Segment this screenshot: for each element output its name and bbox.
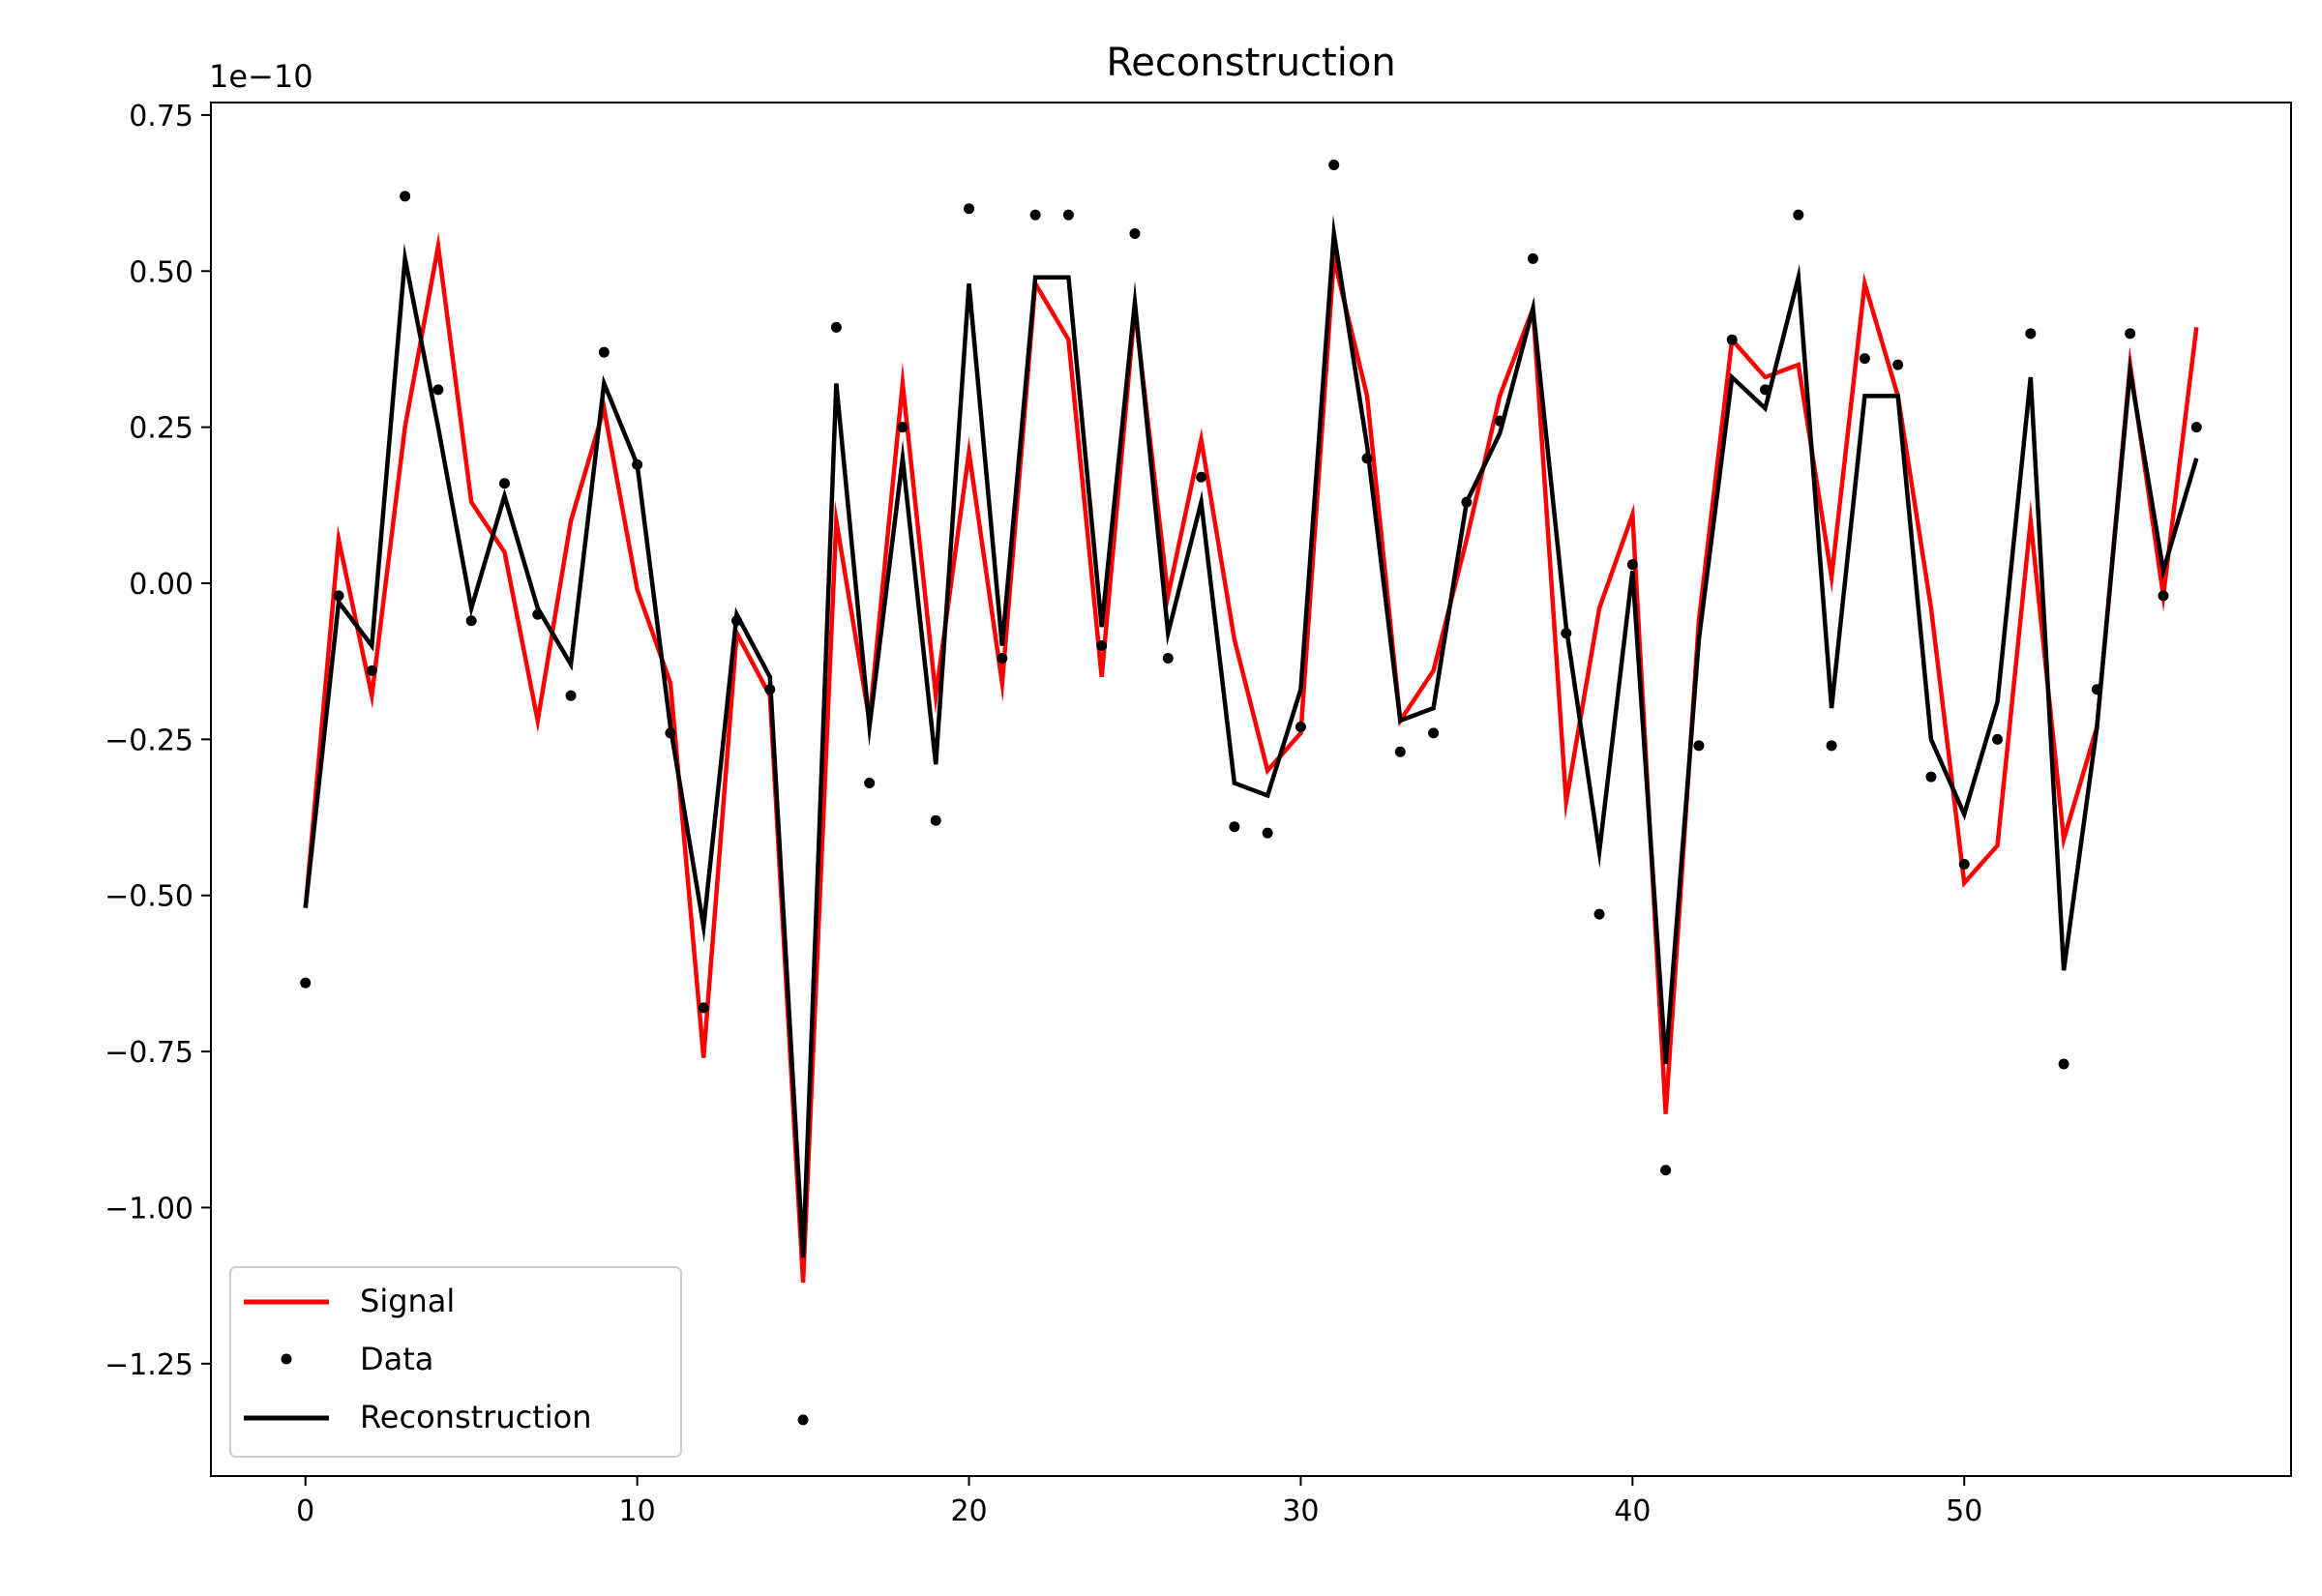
- data-point: [1759, 384, 1771, 396]
- data-point: [300, 977, 312, 989]
- data-point: [2158, 590, 2169, 602]
- data-point: [1062, 209, 1074, 221]
- y-axis: 0.75 0.50 0.25 0.00 −0.25 −0.50 −0.75 −1.00 −1.2…: [104, 100, 211, 1382]
- data-point: [366, 665, 377, 676]
- x-tick-label: 30: [1282, 1494, 1319, 1528]
- chart-title: Reconstruction: [1106, 41, 1395, 85]
- data-point: [465, 615, 477, 627]
- legend-data-label: Data: [360, 1341, 433, 1377]
- data-point: [1992, 733, 2004, 745]
- data-point: [2091, 684, 2102, 695]
- data-point: [1428, 727, 1440, 739]
- data-point: [1295, 721, 1306, 732]
- x-tick-label: 0: [296, 1494, 314, 1528]
- data-point: [1229, 821, 1240, 833]
- data-point: [1029, 209, 1041, 221]
- legend-data-swatch: [281, 1353, 292, 1365]
- data-point: [764, 684, 776, 695]
- plot-area: [300, 160, 2202, 1426]
- y-tick-label: 0.50: [129, 255, 194, 289]
- data-point: [1527, 252, 1538, 264]
- y-tick-label: −1.00: [104, 1192, 194, 1226]
- x-tick-label: 10: [619, 1494, 656, 1528]
- data-point: [532, 608, 544, 620]
- data-point: [1793, 209, 1804, 221]
- data-point: [1593, 908, 1605, 920]
- data-point: [1494, 415, 1505, 427]
- y-tick-label: 0.75: [129, 100, 194, 133]
- data-point: [565, 690, 577, 701]
- data-point: [333, 590, 344, 602]
- data-point: [1196, 471, 1207, 483]
- data-point: [1626, 559, 1638, 571]
- data-point: [598, 346, 610, 358]
- y-tick-label: −0.50: [104, 880, 194, 914]
- data-point: [2025, 328, 2037, 340]
- data-point: [1162, 652, 1174, 664]
- data-point: [830, 321, 842, 333]
- data-point: [1892, 359, 1904, 370]
- data-point: [1394, 746, 1406, 757]
- data-point: [1859, 353, 1870, 365]
- y-tick-label: −0.75: [104, 1036, 194, 1070]
- data-point: [2190, 422, 2202, 433]
- data-point: [432, 384, 444, 396]
- data-point: [1660, 1165, 1672, 1176]
- data-point: [1826, 740, 1837, 752]
- data-point: [1726, 334, 1738, 345]
- legend: Signal Data Reconstruction: [229, 1266, 682, 1458]
- y-axis-offset-label: 1e−10: [209, 58, 313, 95]
- data-point: [1096, 640, 1108, 652]
- y-tick-label: 0.25: [129, 412, 194, 446]
- x-axis: 0 10 20 30 40 50: [296, 1476, 1982, 1528]
- data-point: [498, 478, 510, 489]
- reconstruction-line: [303, 214, 2199, 1258]
- data-point: [864, 778, 876, 789]
- data-point: [1262, 827, 1273, 839]
- plot-frame: [210, 102, 2292, 1477]
- y-tick-label: 0.00: [129, 568, 194, 602]
- data-point: [1925, 771, 1937, 783]
- data-point: [930, 814, 941, 826]
- x-tick-label: 40: [1614, 1494, 1651, 1528]
- data-point: [1958, 858, 1970, 870]
- y-tick-label: −1.25: [104, 1348, 194, 1382]
- data-point: [400, 191, 411, 202]
- data-point: [698, 1002, 709, 1014]
- x-tick-label: 20: [950, 1494, 987, 1528]
- data-point: [2058, 1058, 2069, 1070]
- data-point: [997, 652, 1008, 664]
- data-point: [1461, 496, 1473, 508]
- y-tick-label: −0.25: [104, 724, 194, 757]
- data-point: [1361, 453, 1373, 464]
- data-point: [731, 615, 743, 627]
- legend-signal-label: Signal: [360, 1283, 455, 1319]
- data-point: [632, 458, 643, 470]
- data-point: [665, 727, 676, 739]
- data-point: [797, 1414, 809, 1426]
- data-point: [964, 203, 975, 215]
- x-tick-label: 50: [1946, 1494, 1982, 1528]
- data-point: [2125, 328, 2136, 340]
- data-point: [897, 422, 908, 433]
- legend-box: [229, 1266, 682, 1458]
- signal-line: [303, 231, 2199, 1284]
- data-point: [1693, 740, 1705, 752]
- data-point: [1328, 160, 1340, 171]
- legend-reconstruction-label: Reconstruction: [360, 1399, 591, 1435]
- data-point: [1129, 228, 1141, 240]
- data-point: [1561, 628, 1572, 639]
